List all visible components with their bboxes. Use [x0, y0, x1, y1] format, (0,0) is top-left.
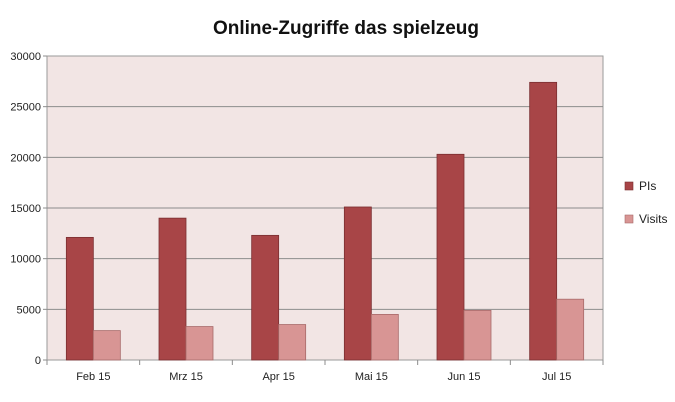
legend-swatch-visits: [624, 214, 634, 224]
y-tick-label: 15000: [10, 203, 41, 215]
y-tick-label: 10000: [10, 254, 41, 266]
x-tick-label: Mai 15: [355, 371, 388, 383]
chart-title: Online-Zugriffe das spielzeug: [213, 18, 479, 39]
y-tick-label: 5000: [17, 304, 41, 316]
bar-visits-apr-15: [278, 324, 307, 361]
bar-visits-mai-15: [370, 313, 399, 361]
y-tick-label: 0: [35, 355, 41, 367]
legend-swatch-pis: [624, 181, 634, 191]
x-axis: Feb 15 Mrz 15 Apr 15 Mai 15 Jun 15 Jul 15: [46, 360, 604, 383]
bar-pis-apr-15: [251, 234, 280, 361]
bar-visits-mrz-15: [185, 326, 214, 361]
gridlines: [47, 106, 603, 310]
y-tick-label: 25000: [10, 102, 41, 114]
bars: [65, 81, 585, 361]
bar-pis-jul-15: [529, 81, 558, 361]
y-axis: 0 5000 10000 15000 20000 25000 30000: [10, 51, 47, 367]
x-tick-label: Jul 15: [542, 371, 571, 383]
x-tick-label: Apr 15: [262, 371, 294, 383]
x-tick-label: Jun 15: [447, 371, 480, 383]
y-tick-label: 30000: [10, 51, 41, 63]
legend-label-visits: Visits: [639, 212, 667, 226]
legend-label-pis: PIs: [639, 179, 656, 193]
bar-pis-feb-15: [65, 236, 94, 361]
legend: PIs Visits: [624, 179, 667, 226]
bar-visits-jun-15: [463, 309, 492, 361]
x-tick-label: Mrz 15: [169, 371, 203, 383]
bar-pis-mai-15: [343, 206, 372, 361]
y-tick-label: 20000: [10, 152, 41, 164]
bar-pis-mrz-15: [158, 217, 187, 361]
x-tick-label: Feb 15: [76, 371, 110, 383]
bar-visits-jul-15: [556, 298, 585, 361]
bar-visits-feb-15: [92, 330, 121, 361]
bar-pis-jun-15: [436, 153, 465, 361]
